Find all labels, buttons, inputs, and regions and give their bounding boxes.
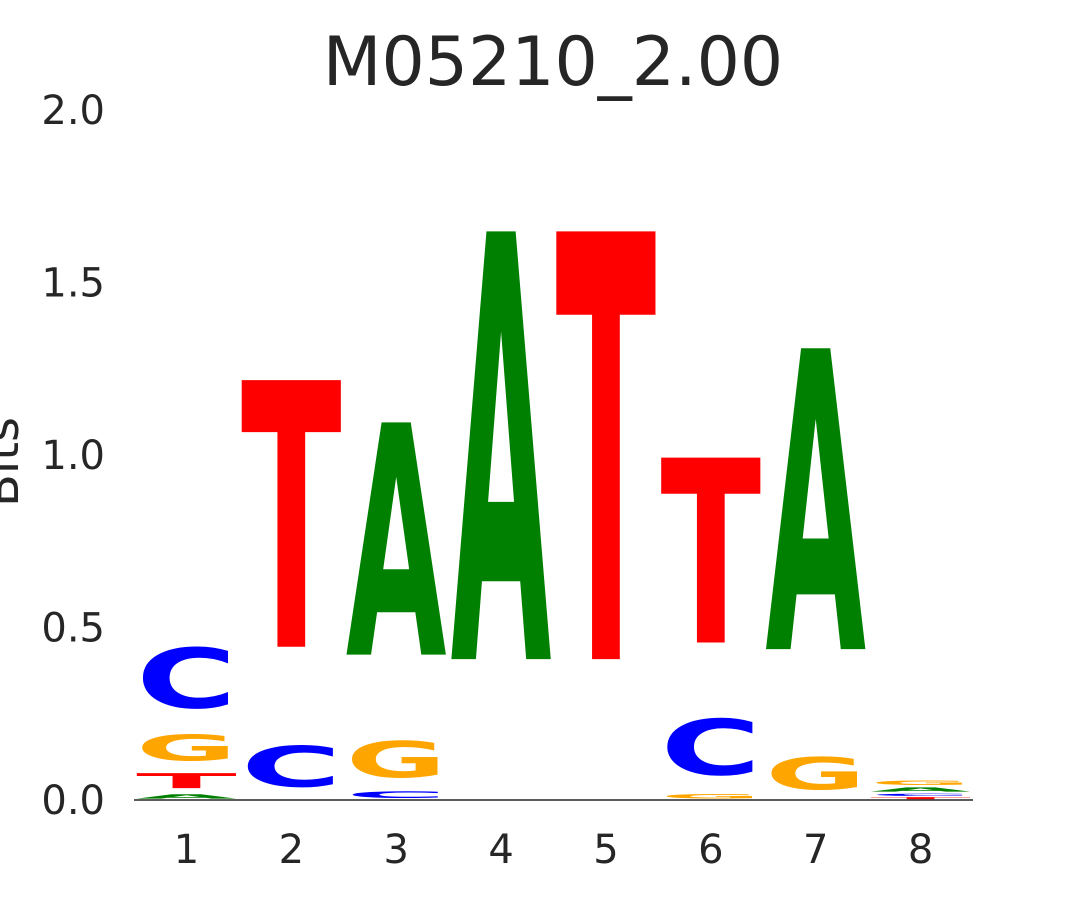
x-tick-label: 1 bbox=[174, 827, 199, 873]
y-tick-label: 1.0 bbox=[41, 433, 105, 479]
logo-letter-g: G bbox=[870, 779, 971, 786]
logo-letter-t: T bbox=[241, 307, 342, 733]
y-tick-label: 0.5 bbox=[41, 606, 105, 652]
logo-letter-t: T bbox=[136, 769, 237, 793]
logo-letter-c: C bbox=[660, 704, 761, 793]
x-tick-label: 4 bbox=[488, 827, 513, 873]
x-tick-label: 5 bbox=[593, 827, 618, 873]
logo-letter-c: C bbox=[241, 735, 342, 800]
logo-letter-a: A bbox=[870, 786, 971, 793]
y-axis-label: Bits bbox=[0, 417, 30, 507]
logo-letter-g: G bbox=[765, 748, 866, 800]
x-axis-ticks: 1 2 3 4 5 6 7 8 bbox=[174, 827, 934, 873]
x-tick-label: 3 bbox=[383, 827, 408, 873]
logo-letter-t: T bbox=[556, 115, 657, 798]
logo-letter-t: T bbox=[870, 797, 971, 800]
logo-letter-c: C bbox=[346, 790, 447, 800]
y-axis-ticks: 0.0 0.5 1.0 1.5 2.0 bbox=[41, 88, 105, 824]
y-tick-label: 0.0 bbox=[41, 778, 105, 824]
y-tick-label: 2.0 bbox=[41, 88, 105, 134]
logo-letter-a: A bbox=[451, 117, 553, 799]
x-tick-label: 6 bbox=[698, 827, 723, 873]
logo-letter-a: A bbox=[136, 793, 237, 800]
x-tick-label: 7 bbox=[803, 827, 828, 873]
x-tick-label: 2 bbox=[279, 827, 304, 873]
y-tick-label: 1.5 bbox=[41, 261, 105, 307]
logo-letter-a: A bbox=[765, 267, 867, 747]
logo-letter-g: G bbox=[136, 728, 237, 769]
x-tick-label: 8 bbox=[908, 827, 933, 873]
logo-letter-c: C bbox=[136, 631, 237, 727]
logo-letter-g: G bbox=[660, 793, 761, 800]
chart-title: M05210_2.00 bbox=[323, 23, 783, 102]
logo-letter-t: T bbox=[660, 407, 761, 703]
logo-letter-a: A bbox=[346, 360, 447, 731]
logo-letter-c: C bbox=[870, 793, 971, 796]
logo-letter-g: G bbox=[346, 732, 447, 790]
